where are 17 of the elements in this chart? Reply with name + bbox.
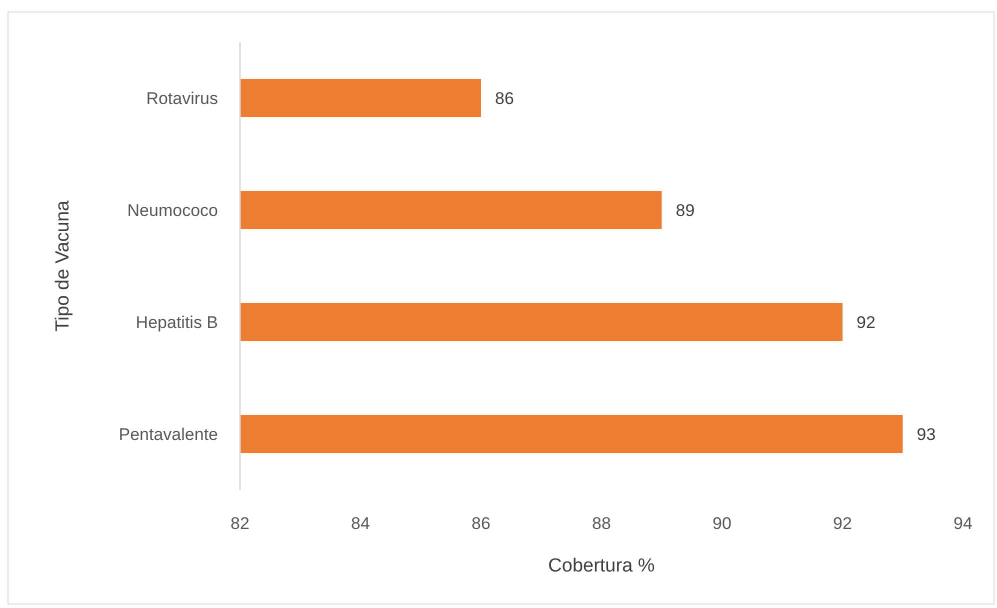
y-axis-title: Tipo de Vacuna bbox=[52, 200, 74, 332]
x-tick-label: 82 bbox=[230, 514, 250, 533]
x-tick-label: 92 bbox=[833, 514, 852, 533]
x-tick-label: 94 bbox=[954, 514, 972, 533]
data-label: 93 bbox=[916, 424, 936, 444]
y-tick-label: Rotavirus bbox=[146, 88, 218, 108]
data-label: 89 bbox=[676, 200, 695, 220]
x-tick-label: 88 bbox=[592, 514, 611, 533]
x-axis-title: Cobertura % bbox=[548, 556, 655, 577]
data-label: 86 bbox=[495, 88, 514, 108]
y-tick-label: Pentavalente bbox=[118, 424, 218, 444]
x-tick-label: 86 bbox=[472, 514, 490, 533]
x-tick-label: 90 bbox=[712, 514, 732, 533]
data-label: 92 bbox=[856, 312, 876, 332]
y-tick-label: Hepatitis B bbox=[136, 312, 218, 332]
x-tick-label: 84 bbox=[351, 514, 370, 533]
y-tick-label: Neumococo bbox=[127, 200, 218, 220]
